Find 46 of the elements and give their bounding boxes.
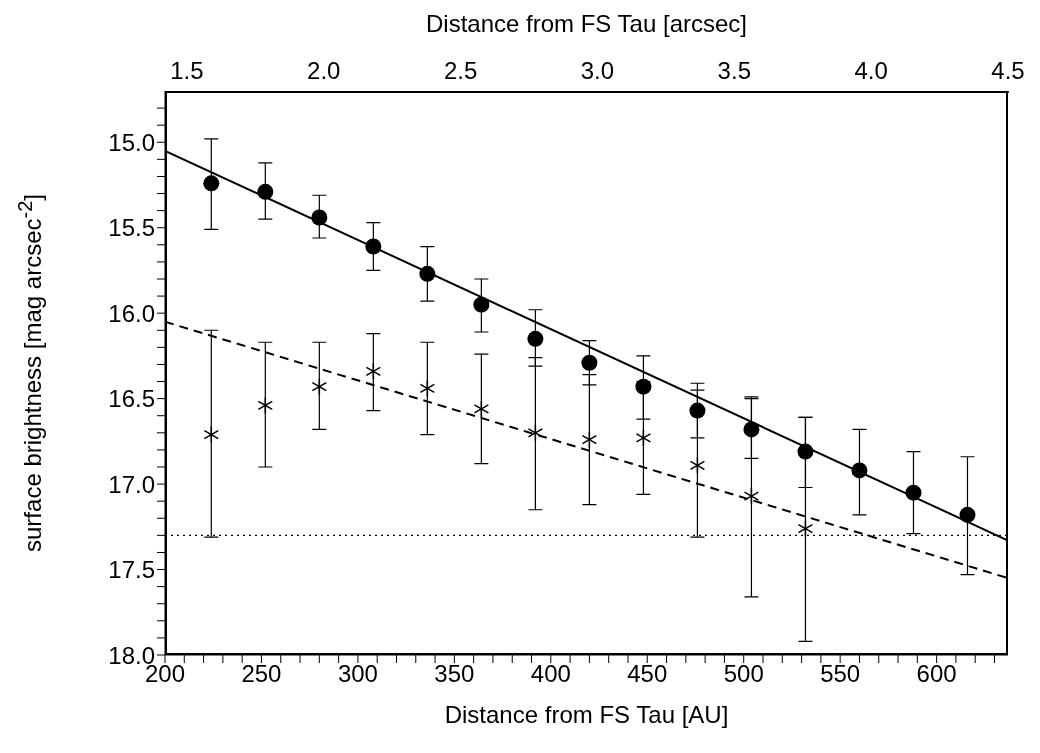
x-axis-title: Distance from FS Tau [AU] <box>443 701 730 729</box>
point <box>257 396 274 415</box>
point <box>473 400 490 418</box>
x2-tick-label: 2.5 <box>443 57 478 84</box>
x-tick-label: 500 <box>723 660 764 688</box>
x-tick-label: 250 <box>241 660 282 688</box>
point <box>311 377 328 396</box>
point <box>689 456 706 475</box>
x-tick-label: 400 <box>530 660 571 688</box>
point <box>203 425 220 444</box>
y-tick-label: 16.5 <box>108 385 155 413</box>
point <box>527 330 544 347</box>
x2-tick-label: 1.5 <box>170 57 204 84</box>
y-tick-label: 15.5 <box>108 214 155 242</box>
x-tick-label: 550 <box>820 660 861 688</box>
x-tick-label: 450 <box>627 660 668 688</box>
point <box>365 238 382 255</box>
point <box>203 175 220 192</box>
y-tick-label: 15.0 <box>108 128 155 156</box>
point <box>311 209 328 226</box>
point <box>743 487 760 505</box>
x2-tick-label: 3.5 <box>717 57 751 84</box>
x2-tick-label: 2.0 <box>307 57 341 84</box>
y-tick-label: 17.5 <box>108 556 155 584</box>
point <box>851 462 868 479</box>
point <box>959 506 976 523</box>
point <box>581 354 598 371</box>
y-tick-label: 17.0 <box>108 470 155 498</box>
x-tick-label: 350 <box>434 660 475 688</box>
y-tick-label: 16.0 <box>108 299 155 327</box>
x2-tick-label: 3.0 <box>580 57 615 84</box>
point <box>257 183 274 200</box>
point <box>419 379 436 398</box>
point <box>365 362 382 381</box>
point <box>527 424 544 442</box>
x-tick-label: 600 <box>916 660 957 688</box>
point <box>419 265 436 282</box>
x-tick-label: 300 <box>337 660 378 688</box>
point <box>635 429 652 447</box>
x2-tick-label: 4.5 <box>991 57 1025 84</box>
x2-axis-title: Distance from FS Tau [arcsec] <box>425 10 748 38</box>
point <box>581 430 598 449</box>
x2-tick-label: 4.0 <box>854 57 888 84</box>
point <box>905 484 922 501</box>
point <box>473 296 490 313</box>
point <box>797 519 814 538</box>
